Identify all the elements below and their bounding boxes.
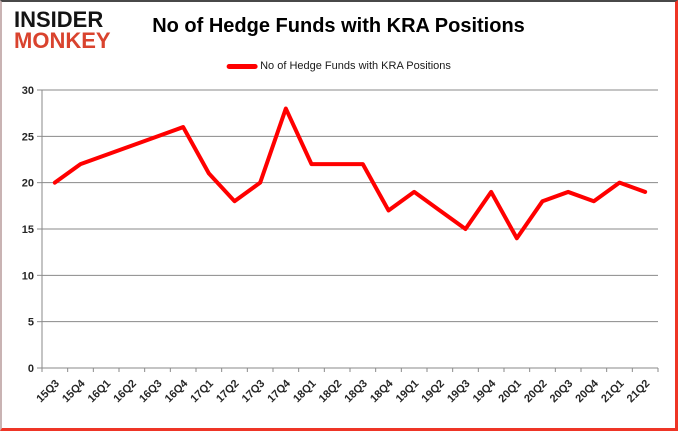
insider-monkey-logo: INSIDER MONKEY <box>14 7 111 53</box>
svg-text:17Q1: 17Q1 <box>188 378 216 406</box>
svg-text:17Q2: 17Q2 <box>214 378 242 406</box>
svg-text:20Q1: 20Q1 <box>496 378 524 406</box>
svg-text:19Q2: 19Q2 <box>419 378 447 406</box>
svg-text:30: 30 <box>22 85 34 97</box>
svg-text:16Q2: 16Q2 <box>111 378 139 406</box>
svg-text:20Q2: 20Q2 <box>522 378 550 406</box>
svg-text:18Q3: 18Q3 <box>342 378 370 406</box>
svg-text:17Q3: 17Q3 <box>240 378 268 406</box>
svg-text:20Q4: 20Q4 <box>573 377 601 405</box>
svg-text:15: 15 <box>22 224 34 236</box>
svg-text:10: 10 <box>22 270 34 282</box>
svg-text:21Q2: 21Q2 <box>625 378 653 406</box>
svg-text:16Q4: 16Q4 <box>163 377 191 405</box>
svg-text:16Q1: 16Q1 <box>86 378 114 406</box>
svg-text:21Q1: 21Q1 <box>599 378 627 406</box>
chart-title: No of Hedge Funds with KRA Positions <box>152 15 525 37</box>
legend-label: No of Hedge Funds with KRA Positions <box>260 60 451 72</box>
svg-text:15Q4: 15Q4 <box>60 377 88 405</box>
svg-text:19Q4: 19Q4 <box>471 377 499 405</box>
svg-text:5: 5 <box>28 317 34 329</box>
svg-text:18Q4: 18Q4 <box>368 377 396 405</box>
svg-text:19Q3: 19Q3 <box>445 378 473 406</box>
svg-text:0: 0 <box>28 363 34 375</box>
legend-line-swatch <box>226 63 258 69</box>
svg-text:20Q3: 20Q3 <box>548 378 576 406</box>
svg-text:18Q2: 18Q2 <box>317 378 345 406</box>
svg-text:18Q1: 18Q1 <box>291 378 319 406</box>
logo-line-monkey: MONKEY <box>14 27 111 53</box>
svg-text:20: 20 <box>22 178 34 190</box>
svg-text:15Q3: 15Q3 <box>34 378 62 406</box>
svg-text:19Q1: 19Q1 <box>394 378 422 406</box>
logo-line-insider: INSIDER <box>14 7 104 32</box>
svg-text:25: 25 <box>22 131 34 143</box>
svg-text:17Q4: 17Q4 <box>265 377 293 405</box>
chart-legend: No of Hedge Funds with KRA Positions <box>226 60 451 72</box>
svg-text:16Q3: 16Q3 <box>137 378 165 406</box>
